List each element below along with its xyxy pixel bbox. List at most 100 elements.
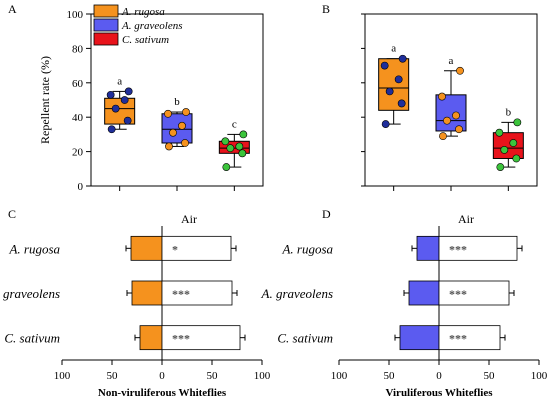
- data-point: [385, 87, 394, 96]
- data-point: [239, 130, 248, 139]
- data-point: [178, 121, 186, 130]
- data-point: [123, 116, 132, 125]
- data-point: [496, 163, 505, 171]
- legend-swatch: [93, 18, 119, 32]
- category-label: A. graveolens: [0, 286, 60, 301]
- data-point: [456, 66, 464, 75]
- x-tick-label: 50: [484, 370, 496, 382]
- legend-swatch: [93, 32, 119, 46]
- panel-label-c: C: [8, 207, 16, 221]
- box-2: [435, 94, 467, 132]
- air-label: Air: [181, 212, 197, 226]
- x-tick-label: 50: [207, 370, 219, 382]
- data-point: [439, 132, 447, 141]
- data-point: [111, 104, 120, 113]
- box-2: [161, 113, 193, 144]
- bar-right: [438, 325, 501, 351]
- data-point: [165, 142, 173, 151]
- bar-left: [416, 235, 440, 261]
- significance-mark: ***: [449, 287, 467, 301]
- data-point: [443, 116, 451, 125]
- bar-right: [161, 280, 233, 306]
- significance-mark: *: [172, 242, 178, 256]
- bar-right: [161, 235, 232, 261]
- data-point: [438, 92, 446, 101]
- data-point: [238, 149, 247, 158]
- box-3: [492, 132, 524, 159]
- category-label: C. sativum: [4, 331, 60, 346]
- significance-letter: a: [117, 75, 122, 87]
- bar-left: [399, 325, 440, 351]
- bar-left: [130, 235, 163, 261]
- data-point: [106, 90, 115, 99]
- x-tick-label: 50: [384, 370, 396, 382]
- data-point: [381, 120, 390, 128]
- significance-letter: b: [174, 96, 180, 108]
- data-point: [500, 145, 509, 154]
- data-point: [235, 142, 244, 151]
- y-tick-label: 100: [67, 9, 84, 21]
- data-point: [394, 75, 403, 84]
- bar-right: [438, 280, 510, 306]
- legend-label: A. rugosa: [121, 6, 165, 18]
- bar-right: [161, 325, 241, 351]
- x-tick-label: 50: [107, 370, 119, 382]
- bar-left: [131, 280, 163, 306]
- data-point: [226, 144, 235, 153]
- data-point: [398, 54, 407, 63]
- x-tick-label: 100: [54, 370, 71, 382]
- panel-label-b: B: [322, 2, 330, 16]
- data-point: [164, 109, 172, 118]
- data-point: [452, 111, 460, 120]
- data-point: [513, 118, 522, 127]
- category-label: C. sativum: [277, 331, 333, 346]
- significance-mark: ***: [172, 332, 190, 346]
- significance-mark: ***: [172, 287, 190, 301]
- x-tick-label: 100: [531, 370, 548, 382]
- data-point: [495, 128, 504, 137]
- significance-letter: c: [232, 118, 237, 130]
- legend-swatch: [93, 4, 119, 18]
- data-point: [380, 61, 389, 70]
- x-axis-label: Non-viruliferous Whiteflies: [98, 387, 227, 399]
- significance-letter: a: [391, 43, 396, 55]
- data-point: [124, 87, 133, 96]
- x-tick-label: 100: [254, 370, 271, 382]
- category-label: A. graveolens: [261, 286, 333, 301]
- significance-mark: ***: [449, 242, 467, 256]
- y-tick-label: 80: [72, 43, 84, 55]
- y-tick-label: 40: [72, 112, 84, 124]
- category-label: A. rugosa: [281, 241, 333, 256]
- y-tick-label: 0: [78, 181, 84, 193]
- x-tick-label: 100: [331, 370, 348, 382]
- panel-label-a: A: [8, 2, 17, 16]
- data-point: [512, 154, 521, 163]
- significance-mark: ***: [449, 332, 467, 346]
- bar-left: [139, 325, 163, 351]
- data-point: [222, 163, 231, 171]
- x-tick-label: 0: [159, 370, 165, 382]
- bar-left: [408, 280, 440, 306]
- data-point: [181, 139, 189, 147]
- data-point: [397, 99, 406, 108]
- data-point: [107, 125, 116, 134]
- data-point: [221, 137, 230, 146]
- x-tick-label: 0: [436, 370, 442, 382]
- air-label: Air: [458, 212, 474, 226]
- data-point: [120, 96, 129, 104]
- y-tick-label: 60: [72, 78, 84, 90]
- panel-label-d: D: [322, 207, 331, 221]
- data-point: [509, 139, 518, 147]
- x-axis-label: Viruliferous Whiteflies: [385, 387, 493, 399]
- y-axis-label: Repellent rate (%): [38, 56, 52, 144]
- bar-right: [438, 235, 518, 261]
- data-point: [182, 108, 190, 116]
- category-label: A. rugosa: [8, 241, 60, 256]
- significance-letter: a: [449, 55, 454, 67]
- y-tick-label: 20: [72, 147, 84, 159]
- data-point: [455, 125, 463, 134]
- legend-label: A. graveolens: [121, 20, 182, 32]
- data-point: [169, 128, 177, 137]
- legend-label: C. sativum: [122, 34, 169, 46]
